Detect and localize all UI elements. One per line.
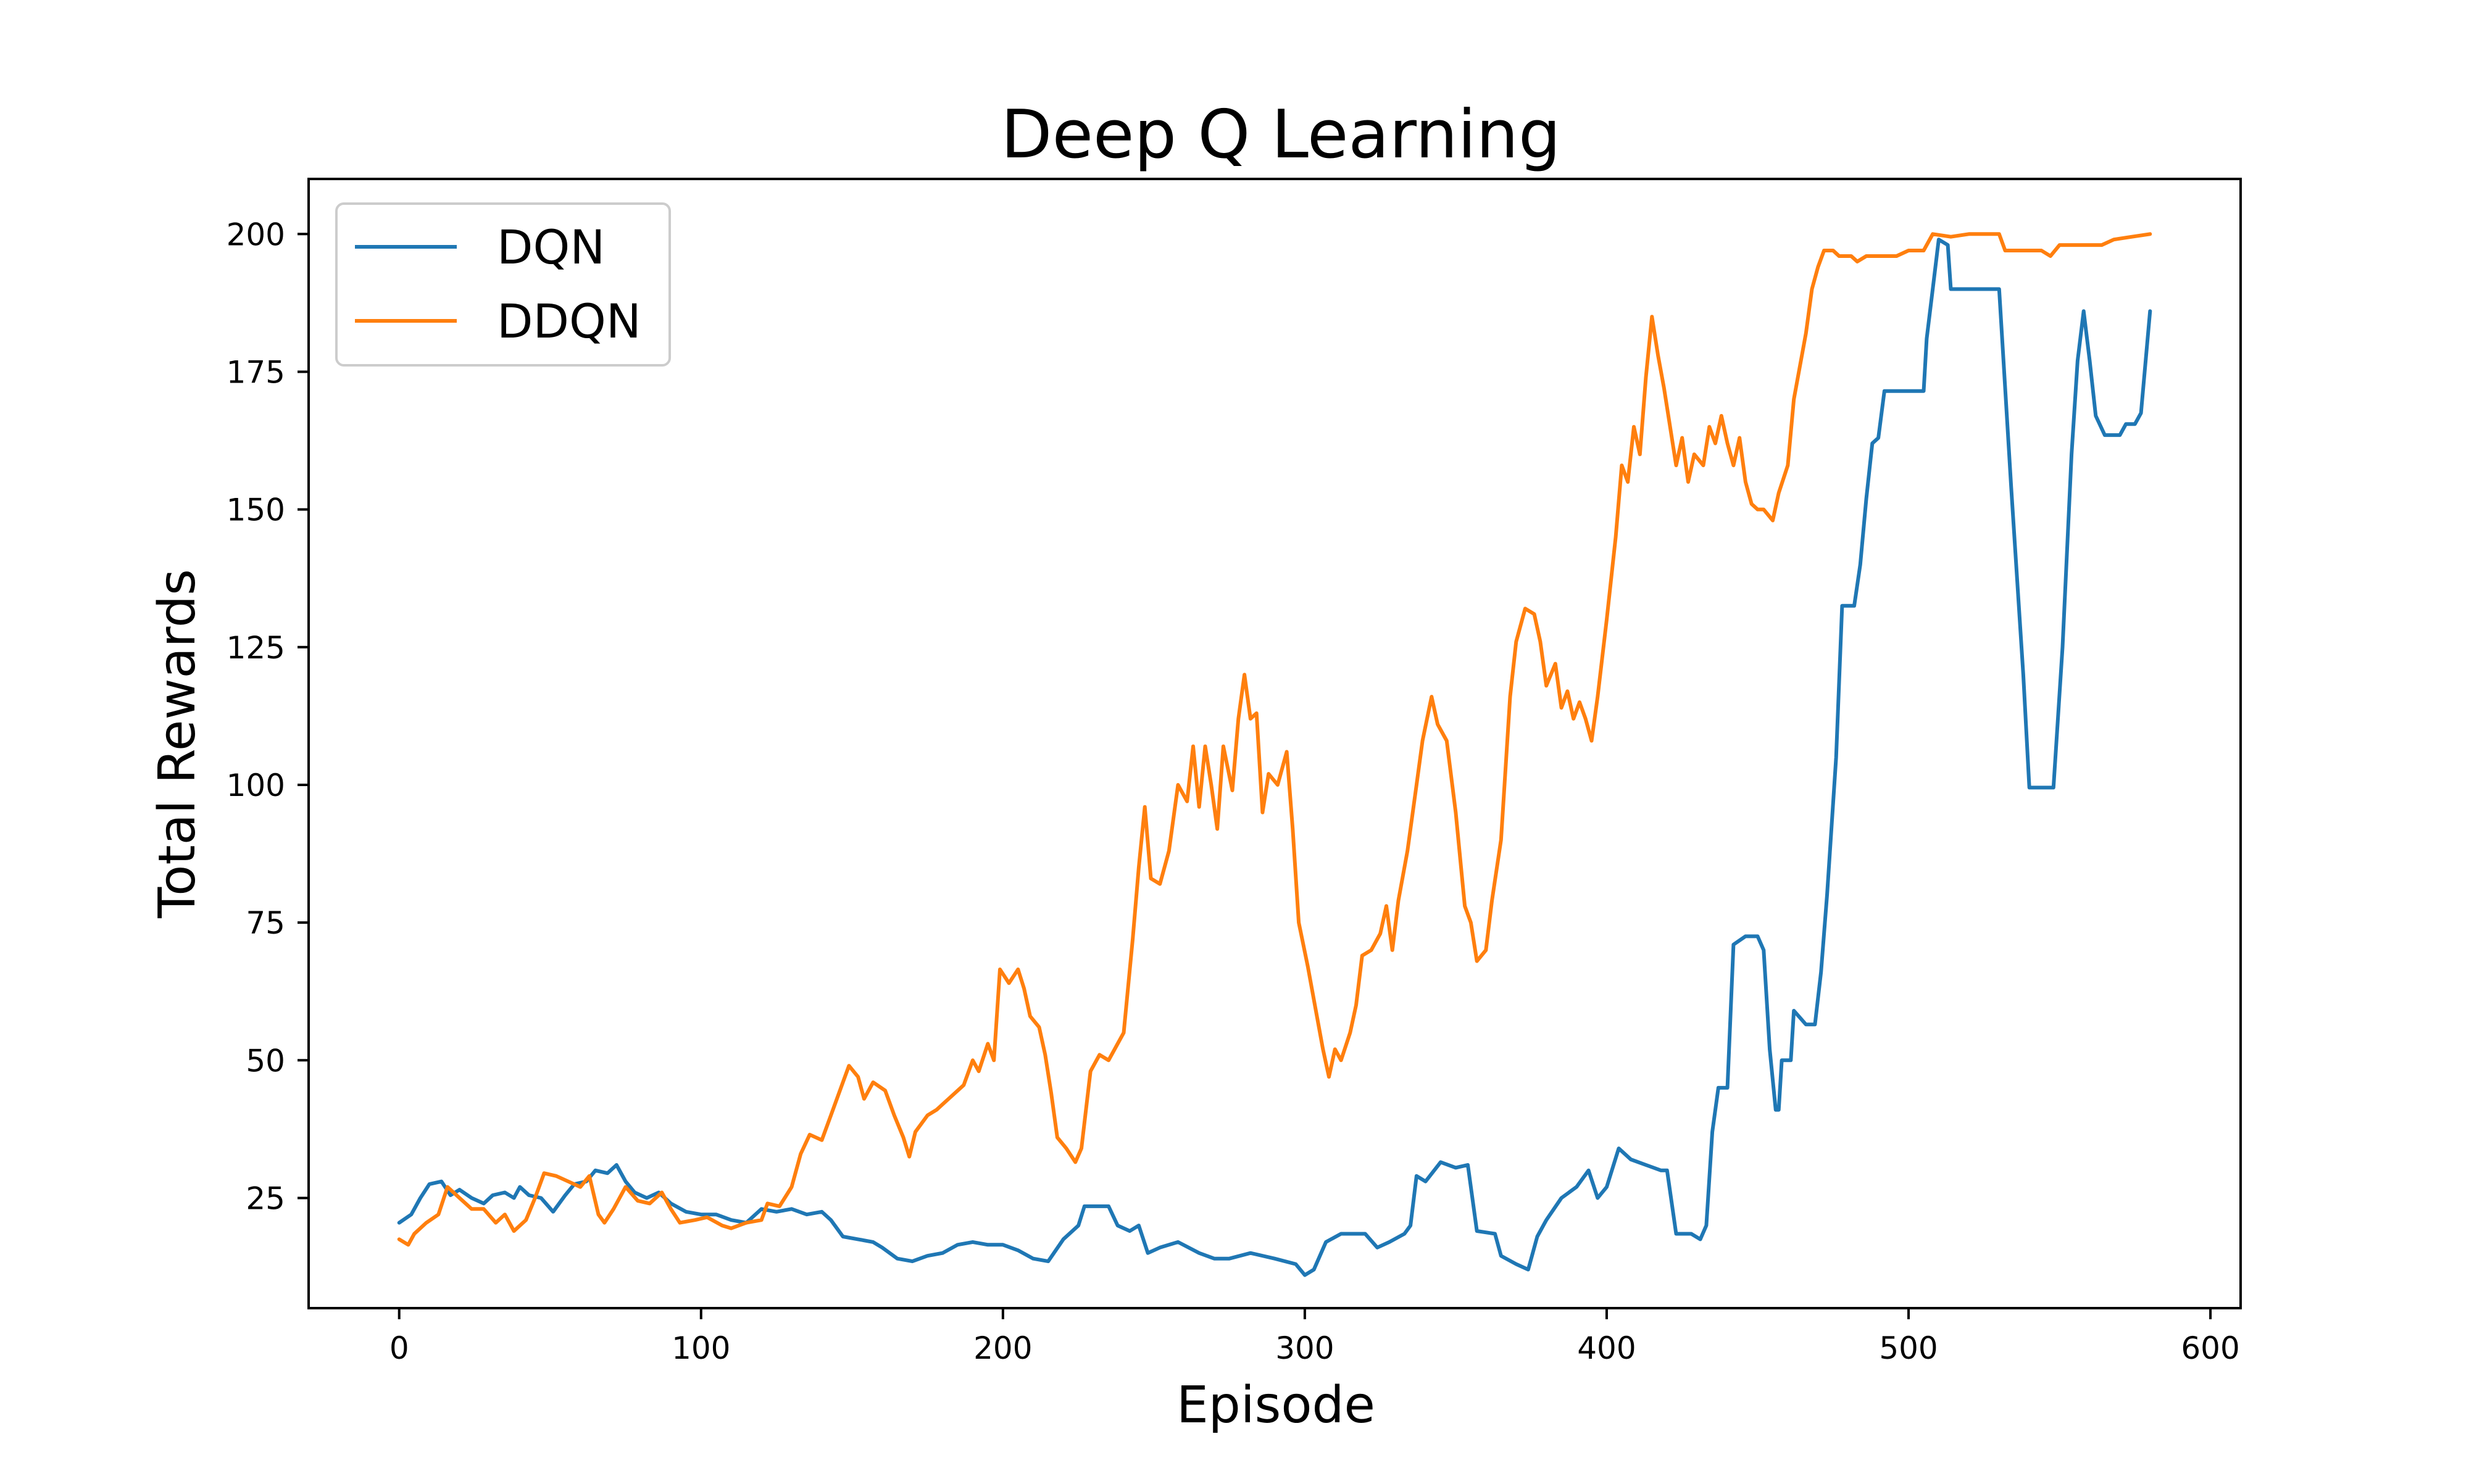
legend-label-dqn: DQN <box>497 220 605 275</box>
y-tick-label: 75 <box>246 905 285 941</box>
x-axis: 0 100 200 300 400 500 600 <box>389 1308 2240 1366</box>
legend-frame <box>335 202 671 367</box>
series-line-dqn <box>397 238 2152 1277</box>
legend: DQN DDQN <box>335 202 671 367</box>
y-tick-label: 150 <box>227 492 285 528</box>
y-tick-label: 200 <box>227 217 285 252</box>
x-axis-title: Episode <box>1176 1376 1375 1435</box>
plot-area-frame <box>307 178 2242 1309</box>
x-tick-label: 0 <box>389 1330 409 1366</box>
y-tick-label: 50 <box>246 1043 285 1079</box>
y-tick-label: 175 <box>227 354 285 390</box>
y-tick-label: 125 <box>227 630 285 666</box>
y-axis: 25 50 75 100 125 150 175 200 <box>227 217 309 1216</box>
x-tick-label: 200 <box>973 1330 1032 1366</box>
x-tick-label: 400 <box>1577 1330 1636 1366</box>
y-axis-title: Total Rewards <box>148 569 207 919</box>
series-line-ddqn <box>397 232 2152 1247</box>
legend-label-ddqn: DDQN <box>497 294 641 349</box>
x-tick-label: 600 <box>2181 1330 2239 1366</box>
chart-title: Deep Q Learning <box>1001 96 1560 173</box>
y-tick-label: 100 <box>227 768 285 803</box>
x-tick-label: 100 <box>672 1330 730 1366</box>
x-tick-label: 500 <box>1879 1330 1938 1366</box>
series-layer <box>397 232 2152 1277</box>
y-tick-label: 25 <box>246 1180 285 1216</box>
x-tick-label: 300 <box>1275 1330 1334 1366</box>
